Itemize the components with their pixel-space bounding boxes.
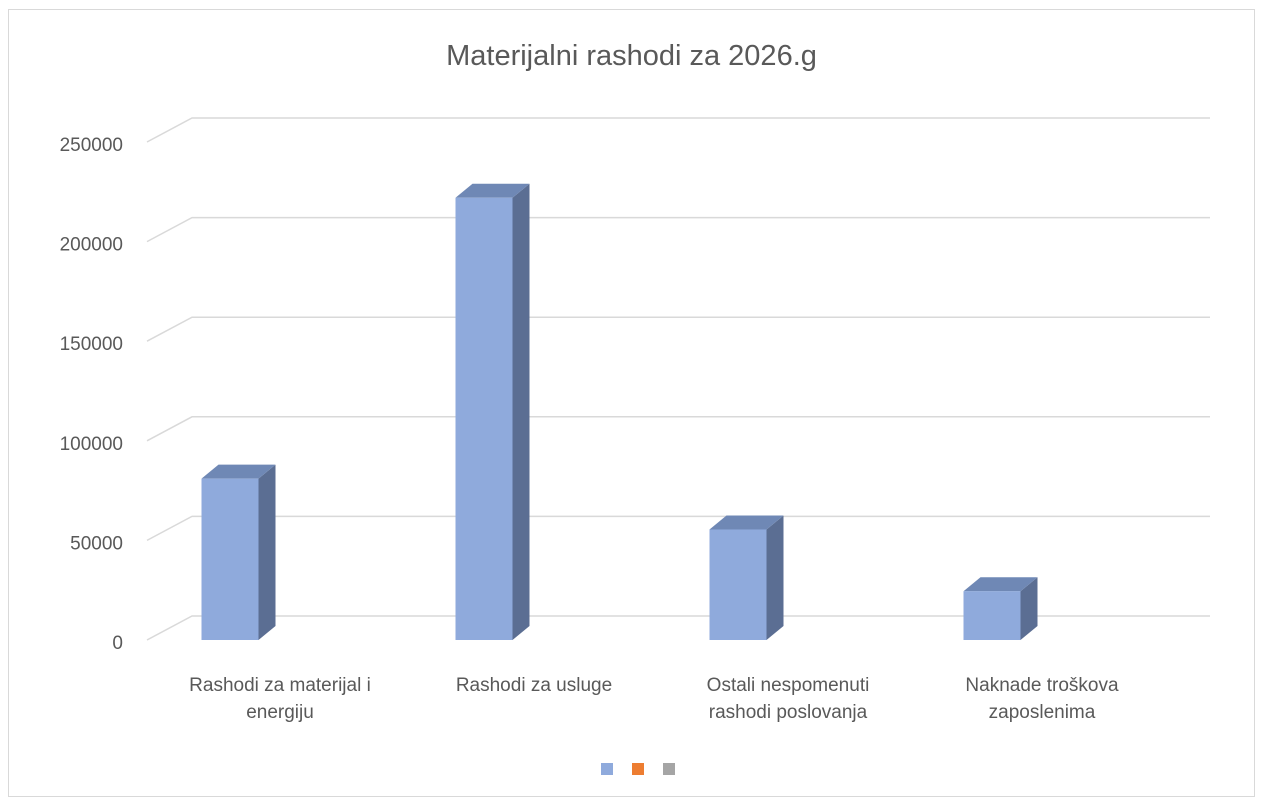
x-tick-label: zaposlenima [989,702,1096,723]
bar [455,197,513,640]
gridline [146,316,1210,342]
bar-top [709,515,784,530]
bar-side [512,183,530,640]
bar [201,478,259,640]
x-tick-label: Naknade troškova [965,675,1119,696]
bar-top [455,183,530,198]
bar-side [1020,577,1038,640]
y-tick-label: 250000 [60,135,123,156]
bar-side [766,515,784,640]
bar-top [201,464,276,479]
bar [709,529,767,640]
gridline [146,515,1210,542]
x-tick-label: Ostali nespomenuti [707,675,870,696]
x-tick-label: rashodi poslovanja [709,702,868,723]
gridline [146,615,1210,641]
y-tick-label: 50000 [70,533,123,554]
bar [963,591,1021,640]
legend-swatch [663,763,675,775]
chart-title: Materijalni rashodi za 2026.g [446,40,817,72]
y-tick-label: 150000 [60,334,123,355]
gridline [146,216,1210,243]
legend-swatch [601,763,613,775]
y-tick-label: 200000 [60,235,123,256]
gridline [146,117,1210,143]
y-tick-label: 100000 [60,434,123,455]
chart-frame [8,9,1255,797]
x-tick-label: Rashodi za materijal i [189,675,371,696]
y-tick-label: 0 [112,633,123,654]
gridline [146,416,1210,442]
legend-swatch [632,763,644,775]
x-tick-label: Rashodi za usluge [456,675,612,696]
x-tick-label: energiju [246,702,314,723]
bar-side [258,464,276,640]
bar-top [963,577,1038,592]
